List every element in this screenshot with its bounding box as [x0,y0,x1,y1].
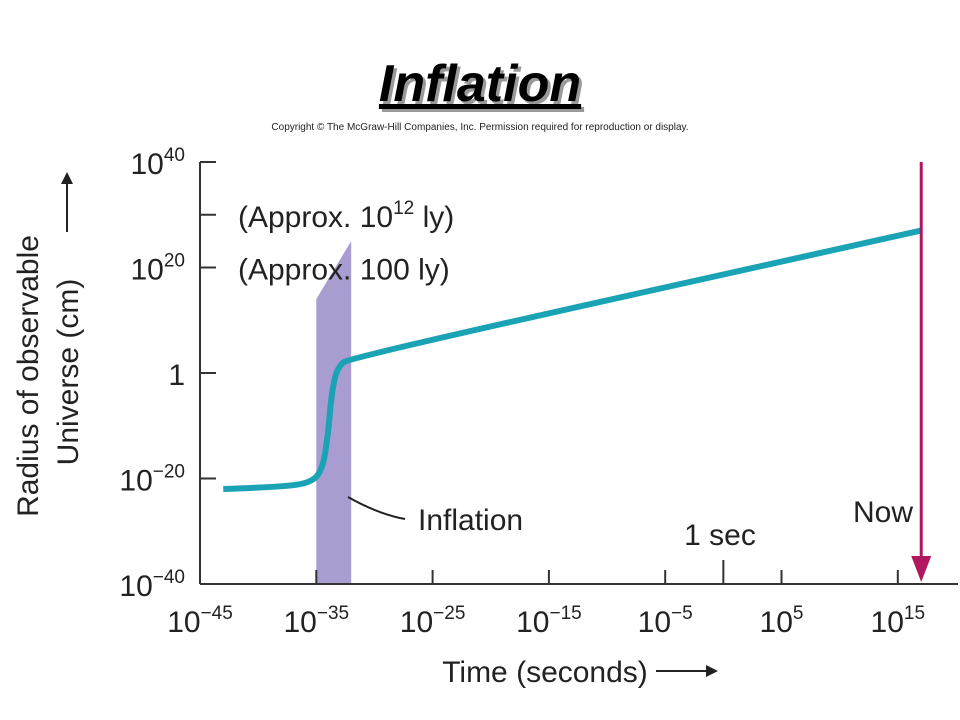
inflation-leader-line [347,496,406,520]
now-label: Now [853,496,913,529]
y-tick-label: 1040 [130,145,185,181]
y-tick-label: 10−20 [119,462,185,498]
x-tick-label: 10−25 [400,603,466,639]
x-axis-arrow-head [706,665,718,677]
approx-100-label: (Approx. 100 ly) [238,254,450,287]
y-tick-label: 1020 [130,251,185,287]
y-tick-label: 10−40 [119,567,185,603]
x-tick-label: 10−15 [516,603,582,639]
inflation-band [316,241,352,584]
y-axis-label: Radius of observable Universe (cm) [12,235,85,517]
y-axis-arrow-head [61,172,73,184]
x-axis-label: Time (seconds) [442,656,648,689]
x-tick-label: 10−35 [283,603,349,639]
copyright-notice: Copyright © The McGraw-Hill Companies, I… [271,122,689,133]
one-sec-label: 1 sec [684,519,756,552]
approx-1e12-label: (Approx. 1012 ly) [238,198,454,234]
radius-curve [223,227,922,493]
y-tick-label: 1 [168,359,185,392]
now-arrow-head [911,556,932,582]
y-axis-label-line2: Universe (cm) [52,279,85,466]
y-axis-label-line1: Radius of observable [12,235,45,517]
x-tick-label: 10−45 [167,603,233,639]
chart-title: Inflation [378,55,582,113]
inflation-label: Inflation [418,504,523,537]
x-tick-label: 10−5 [638,603,693,639]
x-tick-label: 105 [760,603,804,639]
x-tick-label: 1015 [871,603,926,639]
